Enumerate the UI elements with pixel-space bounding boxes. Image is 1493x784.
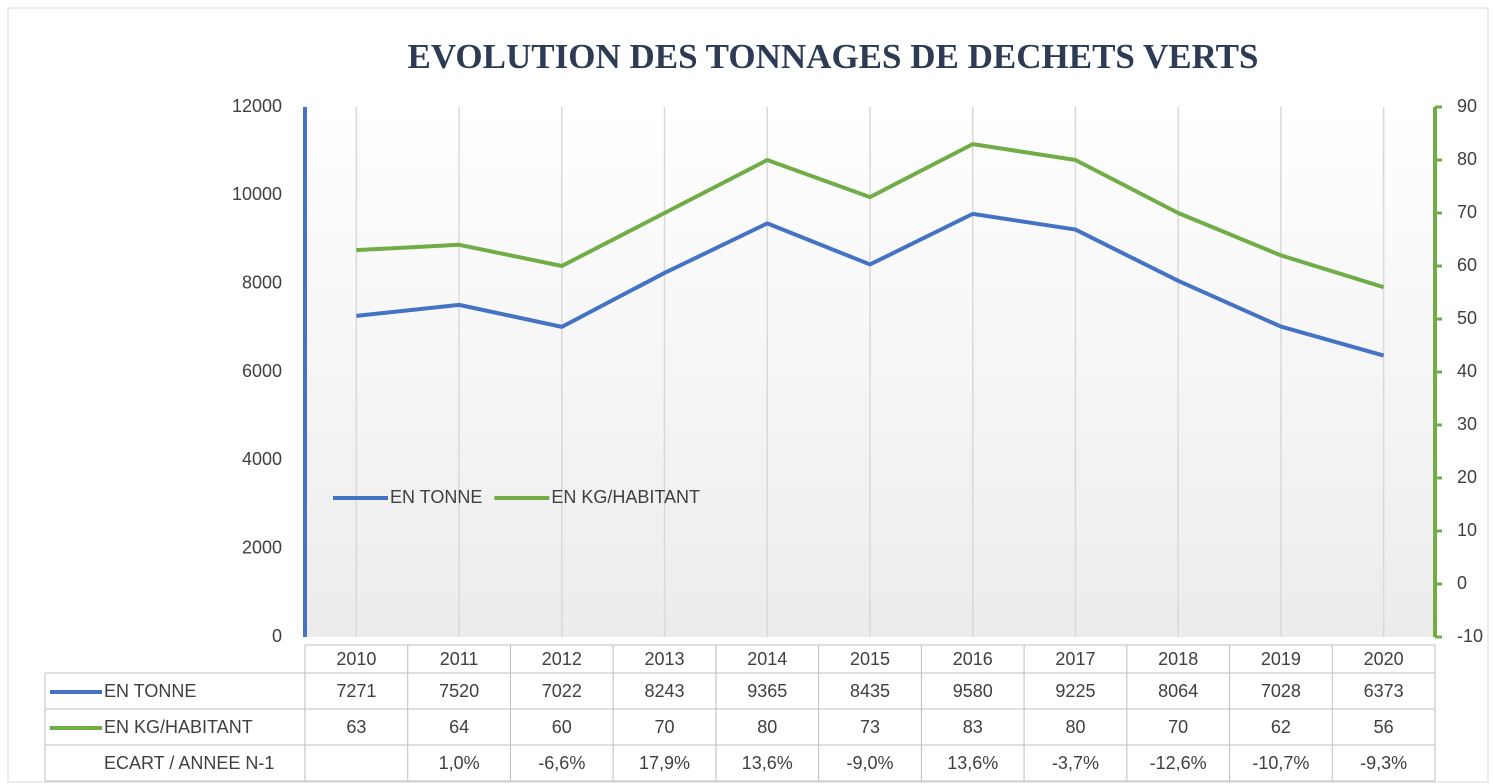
y2-tick-label: 20	[1457, 467, 1477, 487]
table-cell: 9580	[953, 681, 993, 701]
row-label: EN TONNE	[104, 681, 196, 701]
table-cell: 13,6%	[947, 753, 998, 773]
x-tick-label: 2016	[953, 649, 993, 669]
table-cell: 8435	[850, 681, 890, 701]
y2-tick-label: 50	[1457, 308, 1477, 328]
table-cell: -6,6%	[538, 753, 585, 773]
y2-tick-label: 10	[1457, 520, 1477, 540]
y-tick-label: 10000	[232, 184, 282, 204]
table-cell: 9225	[1055, 681, 1095, 701]
table-cell: 62	[1271, 717, 1291, 737]
table-cell: -9,0%	[846, 753, 893, 773]
row-label: ECART / ANNEE N-1	[104, 753, 274, 773]
table-cell: 80	[1065, 717, 1085, 737]
table-cell: 83	[963, 717, 983, 737]
table-cell: 1,0%	[439, 753, 480, 773]
table-cell: 9365	[747, 681, 787, 701]
table-cell: -3,7%	[1052, 753, 1099, 773]
table-cell: 7028	[1261, 681, 1301, 701]
table-cell: -10,7%	[1252, 753, 1309, 773]
x-tick-label: 2015	[850, 649, 890, 669]
y2-tick-label: 30	[1457, 414, 1477, 434]
x-tick-label: 2011	[440, 649, 479, 669]
y2-tick-label: 40	[1457, 361, 1477, 381]
table-cell: 70	[655, 717, 675, 737]
x-tick-label: 2018	[1158, 649, 1198, 669]
y-tick-label: 0	[272, 626, 282, 646]
table-cell: 73	[860, 717, 880, 737]
table-cell: 64	[449, 717, 469, 737]
series-line	[356, 142, 1385, 290]
x-tick-label: 2012	[542, 649, 582, 669]
table-cell: 60	[552, 717, 572, 737]
table-cell: 17,9%	[639, 753, 690, 773]
y-tick-label: 8000	[242, 272, 282, 292]
y2-tick-label: 60	[1457, 255, 1477, 275]
x-tick-label: 2017	[1055, 649, 1095, 669]
table-cell: 13,6%	[742, 753, 793, 773]
legend-label: EN KG/HABITANT	[551, 487, 700, 507]
y2-tick-label: 0	[1457, 573, 1467, 593]
y2-tick-label: 90	[1457, 96, 1477, 116]
frame	[7, 7, 1489, 783]
x-tick-label: 2020	[1364, 649, 1404, 669]
table-cell: 70	[1168, 717, 1188, 737]
chart-title: EVOLUTION DES TONNAGES DE DECHETS VERTS	[408, 37, 1259, 76]
y-tick-label: 2000	[242, 537, 282, 557]
y2-tick-label: 80	[1457, 149, 1477, 169]
legend-label: EN TONNE	[390, 487, 482, 507]
row-label: EN KG/HABITANT	[104, 717, 253, 737]
table-cell: -9,3%	[1360, 753, 1407, 773]
x-tick-label: 2013	[645, 649, 685, 669]
table-cell: 7271	[336, 681, 376, 701]
y2-tick-label: 70	[1457, 202, 1477, 222]
table-cell: 7520	[439, 681, 479, 701]
table-cell: 6373	[1364, 681, 1404, 701]
y-tick-label: 4000	[242, 449, 282, 469]
table-cell: 80	[757, 717, 777, 737]
y-tick-label: 12000	[232, 96, 282, 116]
table-cell: 8243	[645, 681, 685, 701]
y2-tick-label: -10	[1457, 626, 1483, 646]
table-cell: 8064	[1158, 681, 1198, 701]
x-tick-label: 2014	[747, 649, 787, 669]
table-cell: 56	[1374, 717, 1394, 737]
x-tick-label: 2019	[1261, 649, 1301, 669]
table-cell: 63	[346, 717, 366, 737]
x-tick-label: 2010	[336, 649, 376, 669]
series-line	[356, 211, 1385, 358]
table-cell: 7022	[542, 681, 582, 701]
table-cell: -12,6%	[1150, 753, 1207, 773]
y-tick-label: 6000	[242, 361, 282, 381]
